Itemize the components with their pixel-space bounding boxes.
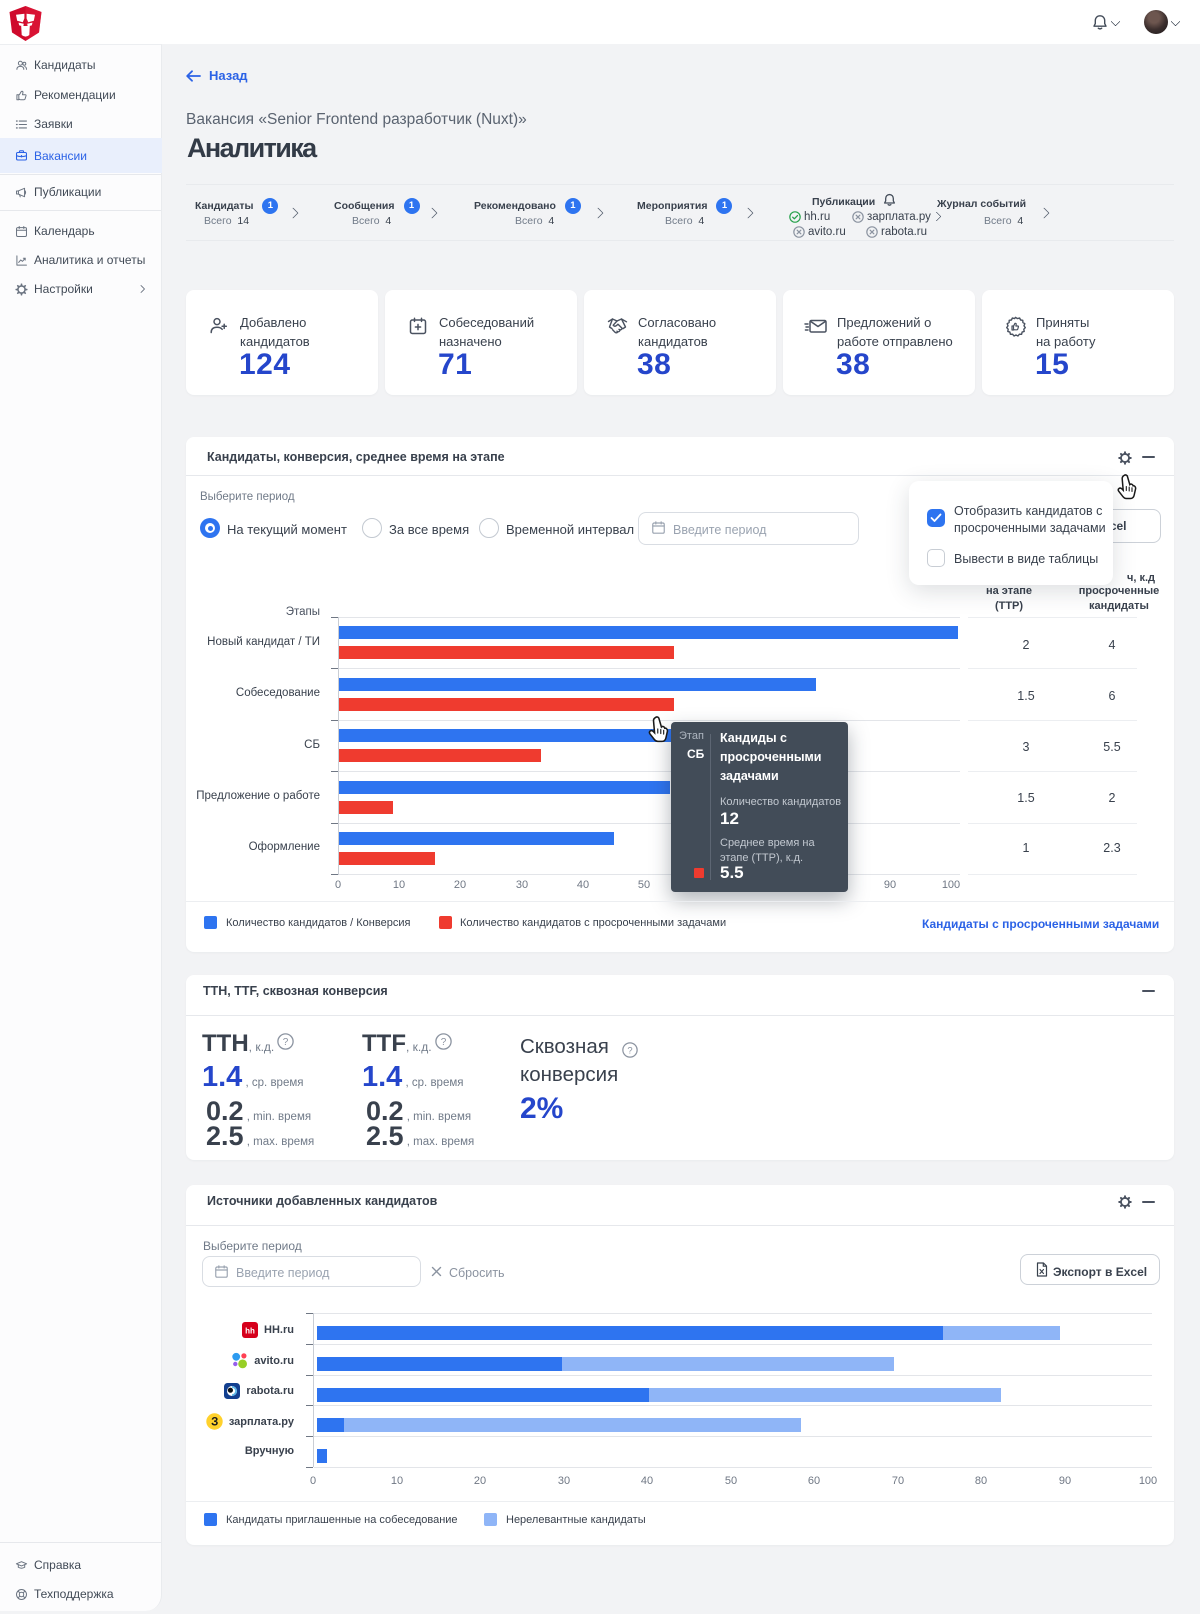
svg-text:hh: hh <box>245 1327 255 1336</box>
svg-text:?: ? <box>283 1037 289 1048</box>
svg-text:?: ? <box>627 1044 632 1055</box>
svg-text:?: ? <box>441 1037 447 1048</box>
svg-text:З: З <box>211 1417 218 1429</box>
